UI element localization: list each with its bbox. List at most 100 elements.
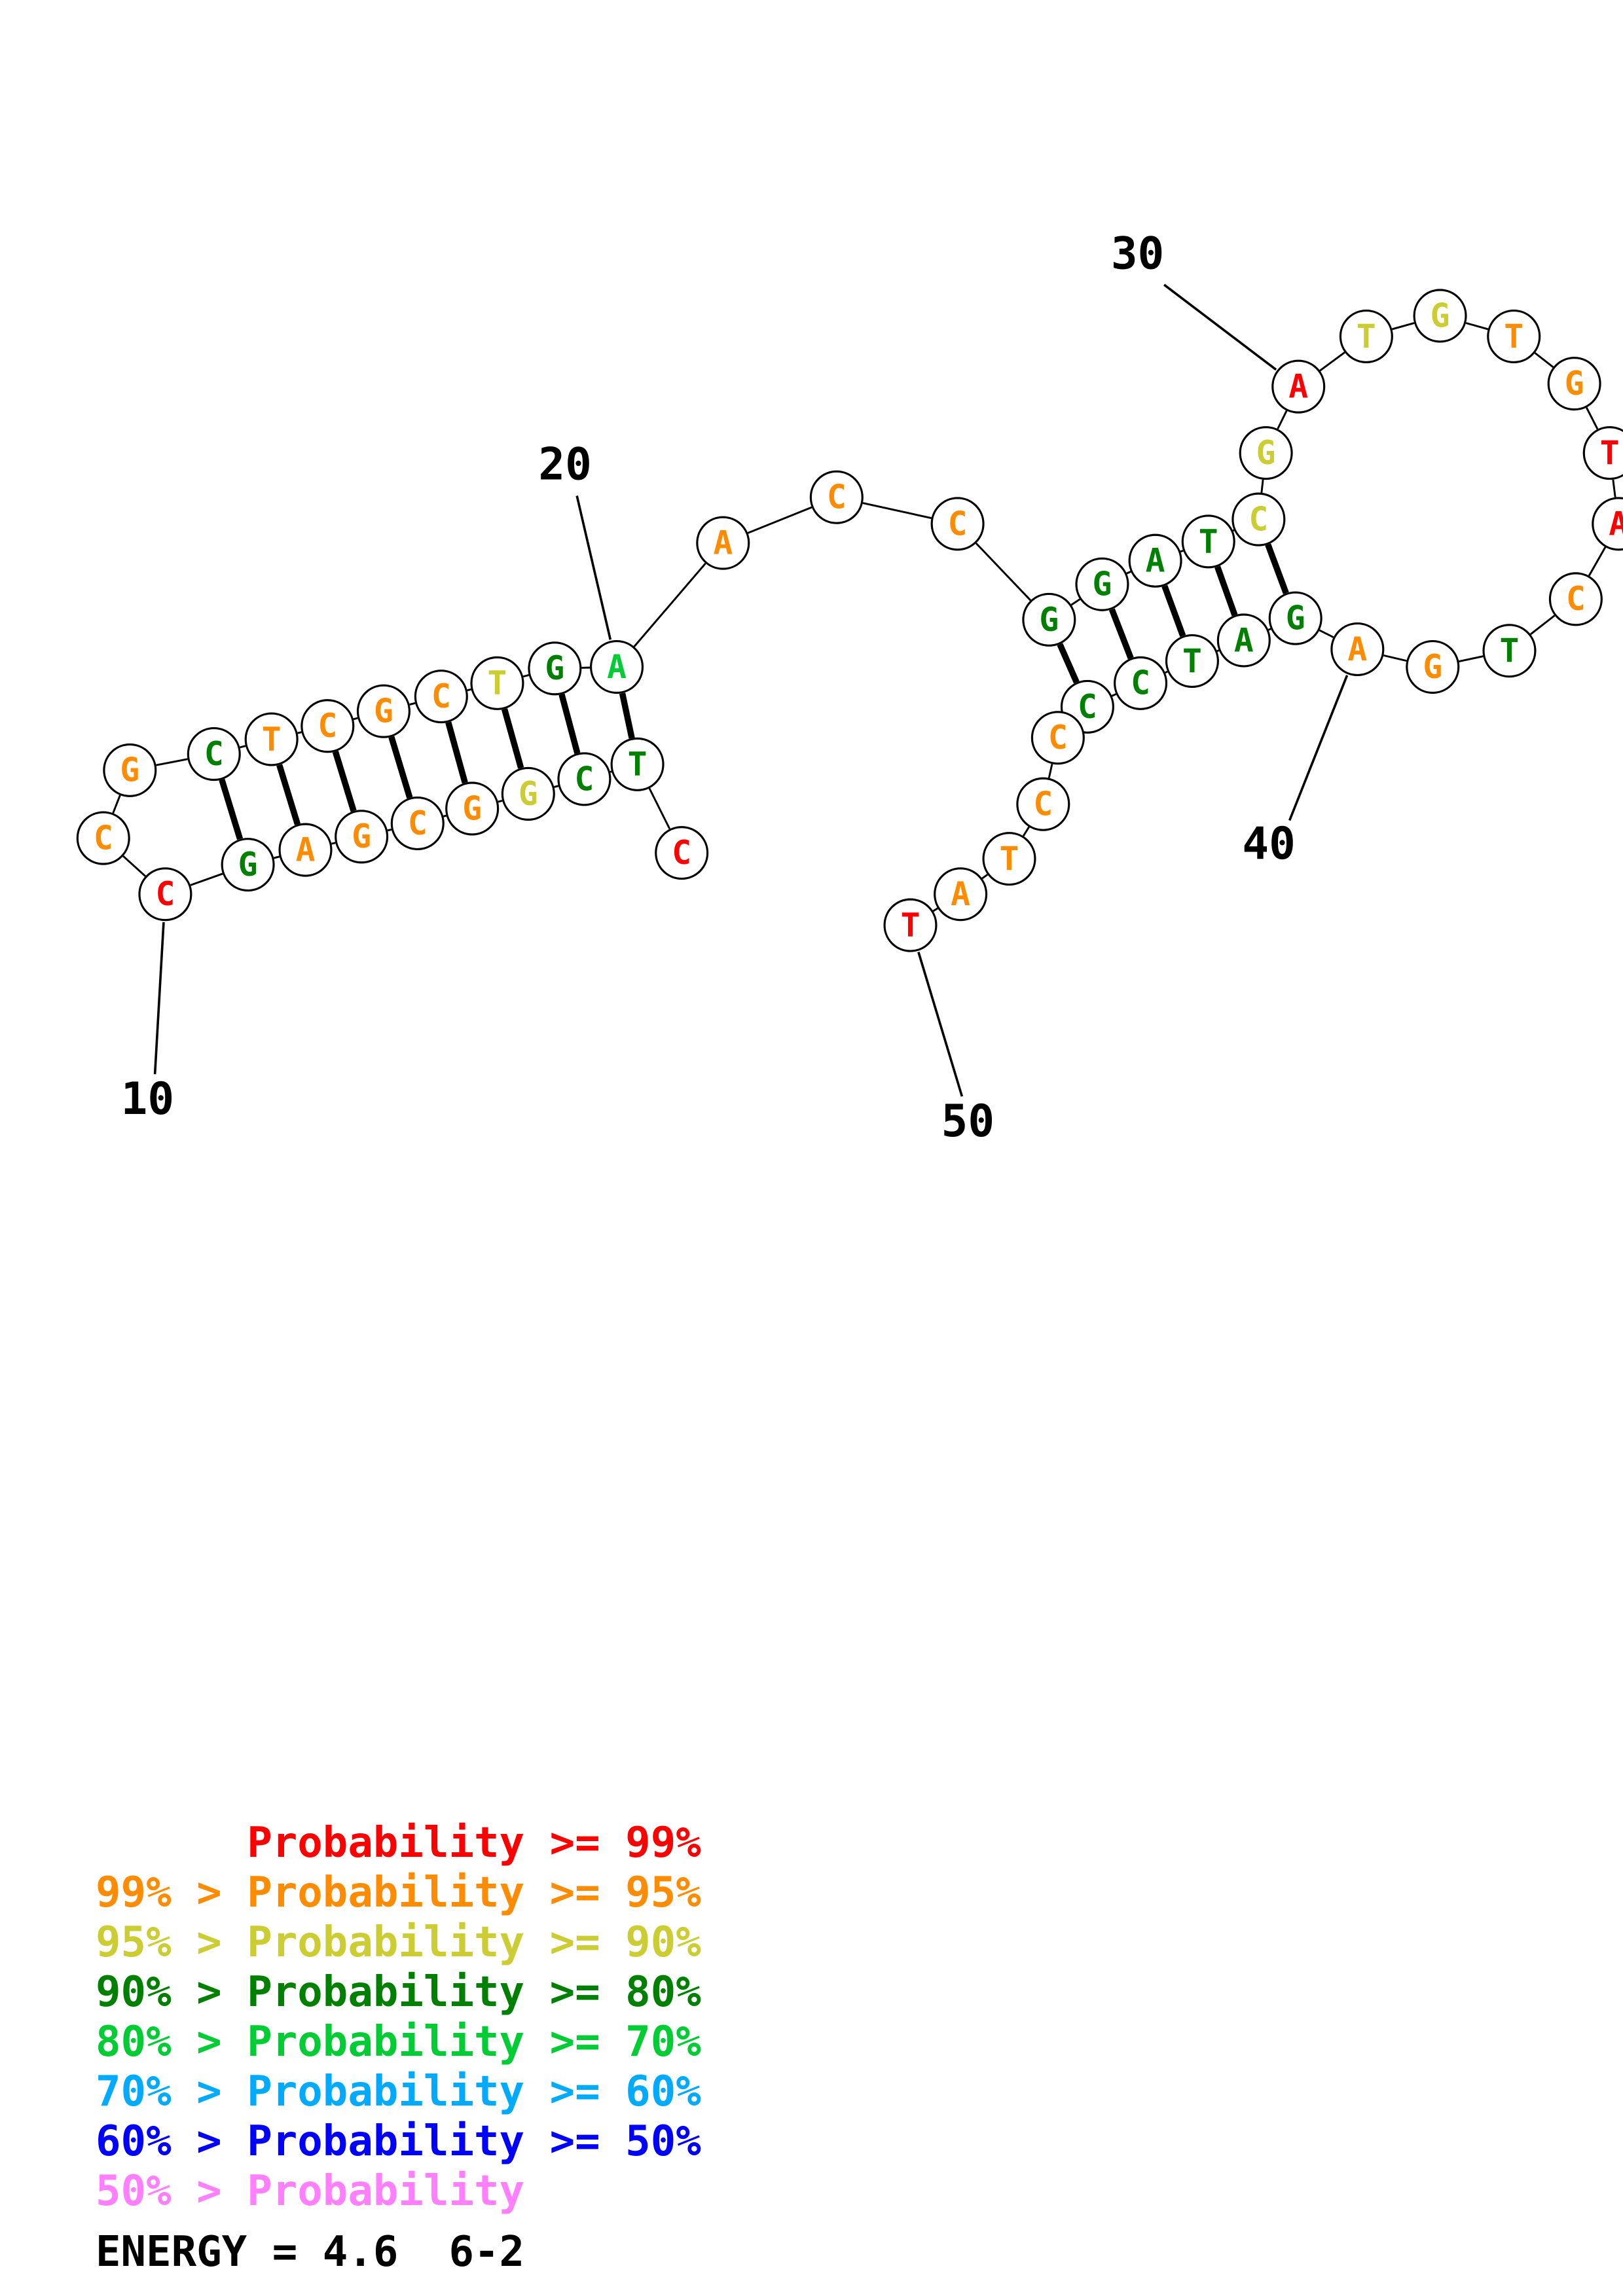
nucleotide-circle [1239,426,1293,480]
nucleotide-circle [1075,557,1129,611]
nucleotide-base: G [545,649,564,687]
nucleotide-base: G [1565,365,1584,403]
backbone-segment [648,787,671,830]
backbone-segment [1383,654,1407,662]
position-label: 10 [121,1073,174,1124]
nucleotide-base: G [120,751,139,789]
basepair-line [332,751,357,812]
nucleotide-base: T [901,906,921,944]
nucleotide-circle [610,737,665,791]
backbone-segment [1529,615,1556,636]
nucleotide-circle [934,867,988,922]
nucleotide-base: G [462,789,482,827]
position-label: 50 [941,1095,994,1147]
nucleotide-base: G [1093,565,1112,603]
nucleotide-base: C [948,505,968,543]
position-label: 40 [1242,817,1295,869]
backbone-segment [981,874,989,880]
position-label: 20 [538,439,591,490]
nucleotide-circle [1406,640,1460,694]
nucleotide-circle [1592,497,1623,551]
position-labels: 10 20 30 40 50 [121,227,1349,1147]
backbone-segment [1267,628,1271,631]
backbone-segment [1585,407,1599,430]
backbone-segment [156,758,188,766]
backbone-segment [1260,479,1264,493]
nucleotide-circle [335,810,389,864]
basepair-line [388,736,413,799]
nucleotide-circle [244,712,299,766]
nucleotide-circle [470,656,524,710]
nucleotide-circle [557,752,611,806]
backbone-segment [498,799,503,803]
nucleotide-base: A [713,524,733,562]
nucleotide-base: A [1288,368,1308,406]
nucleotide-base: G [1431,296,1450,334]
nucleotide-base: G [374,692,393,730]
nucleotide-circle [1165,634,1219,689]
nucleotide-circle [1216,613,1271,668]
nucleotide-base: A [607,648,627,686]
nucleotide-circle [1548,572,1603,626]
legend-line-p70: 80% > Probability >= 70% [96,2018,701,2066]
nucleotide-circle [1547,357,1601,411]
backbone-segment [975,543,1032,601]
backbone-segment [747,506,812,534]
nucleotide-base: C [318,707,337,745]
backbone-segment [190,872,223,886]
label-leader-line [1163,283,1277,371]
nucleotide-circle [103,743,157,797]
nucleotide-base: T [262,720,282,758]
backbone-segment [1612,479,1616,497]
basepair-line [1214,565,1238,617]
backbone-segment [353,717,358,721]
nucleotide-base: C [1078,688,1097,726]
basepair-line [1057,643,1080,684]
nucleotide-base: C [672,834,691,872]
probability-legend: Probability >= 99% 99% > Probability >= … [96,1818,701,2216]
nucleotide-circle [1339,309,1393,364]
nucleotide-circle [414,670,468,724]
nucleotide-circle [1268,591,1322,645]
nucleotide-circle [187,727,241,781]
legend-line-p99: Probability >= 99% [96,1819,701,1867]
nucleotide-circle [278,823,333,877]
nucleotide-circle [138,867,192,922]
nucleotide-base: C [1131,664,1150,702]
backbone-segment [1180,549,1184,553]
legend-line-p90: 95% > Probability >= 90% [96,1918,701,1967]
nucleotide-circle [1128,533,1182,588]
nucleotide-base: C [827,478,847,516]
nucleotide-base: A [296,831,316,869]
backbone-segment [1319,629,1334,638]
basepair-line [619,692,635,739]
backbone-segment [273,855,280,859]
nucleotide-circle [809,470,864,524]
backbone-segment [331,842,336,845]
nucleotide-base: T [1000,840,1019,878]
backbone-segment [1070,598,1081,606]
nucleotide-base: C [1048,719,1068,757]
nucleotide-base: C [575,760,594,798]
nucleotide-circle [1016,777,1070,831]
nucleotide-base: C [1249,500,1268,538]
nucleotide-circle [696,516,750,570]
backbone-segment [1126,571,1131,575]
nucleotide-circle [590,640,644,694]
nucleotide-base: T [1199,522,1218,560]
nucleotide-base: G [238,846,258,884]
basepair-line [501,708,524,769]
nucleotide-base: T [1182,642,1202,680]
nucleotide-base: A [1146,542,1165,580]
legend-line-p95: 99% > Probability >= 95% [96,1869,701,1917]
basepair-line [558,693,581,754]
label-leader-line [1288,675,1349,821]
backbone-segment [240,745,246,749]
nucleotide-circle [528,641,582,696]
nucleotide-circle [301,699,355,753]
nucleotide-base: C [155,875,175,913]
nucleotide-base: T [1500,632,1520,670]
legend-line-p60: 70% > Probability >= 60% [96,2068,701,2116]
backbone-segment [1022,826,1030,837]
